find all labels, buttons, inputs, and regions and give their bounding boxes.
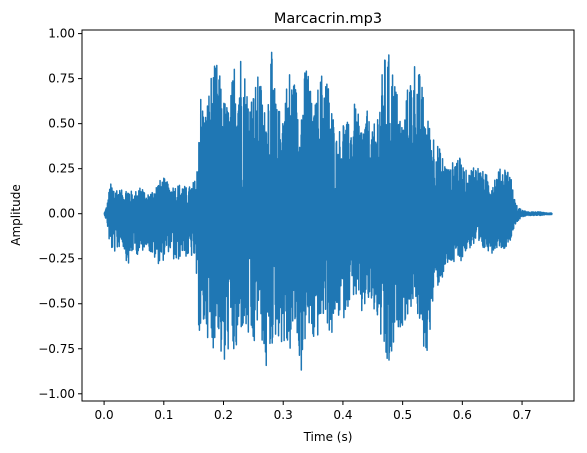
x-axis-title: Time (s): [303, 430, 353, 444]
y-axis: −1.00 −0.75 −0.50 −0.25 0.00 0.25 0.50 0.75 1.00: [38, 27, 82, 401]
y-tick-label: −0.50: [38, 297, 75, 311]
y-tick-label: −0.25: [38, 252, 75, 266]
y-axis-title: Amplitude: [9, 184, 23, 246]
x-tick-label: 0.2: [214, 408, 233, 422]
y-tick-label: 0.75: [48, 72, 75, 86]
plot-layer: [103, 51, 553, 371]
chart-title: Marcacrin.mp3: [274, 11, 382, 27]
y-tick-label: 0.50: [48, 117, 75, 131]
x-tick-label: 0.0: [95, 408, 114, 422]
y-tick-label: −0.75: [38, 342, 75, 356]
waveform-line: [103, 51, 553, 371]
y-tick-label: 0.25: [48, 162, 75, 176]
plot-frame: [81, 29, 575, 402]
y-tick-label: −1.00: [38, 387, 75, 401]
x-axis: 0.0 0.1 0.2 0.3 0.4 0.5 0.6 0.7: [95, 401, 532, 422]
x-tick-label: 0.6: [453, 408, 472, 422]
x-tick-label: 0.7: [513, 408, 532, 422]
x-tick-label: 0.1: [154, 408, 173, 422]
x-tick-label: 0.4: [333, 408, 352, 422]
y-tick-label: 0.00: [48, 207, 75, 221]
x-tick-label: 0.3: [274, 408, 293, 422]
x-tick-label: 0.5: [393, 408, 412, 422]
y-tick-label: 1.00: [48, 27, 75, 41]
